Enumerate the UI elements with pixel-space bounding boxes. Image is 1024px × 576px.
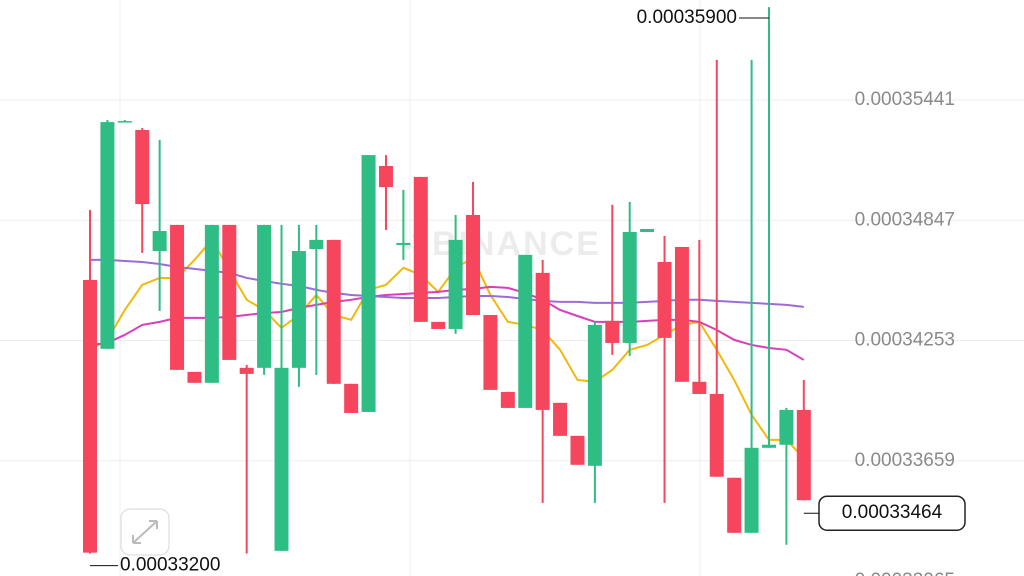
- high-price-label: 0.00035900: [637, 7, 737, 28]
- candle-body: [640, 228, 655, 232]
- candle-body: [657, 261, 672, 338]
- candle-body: [378, 166, 393, 188]
- candle-body: [117, 121, 132, 123]
- candle-body: [587, 324, 602, 466]
- candle-body: [344, 383, 359, 413]
- candle-body: [535, 272, 550, 410]
- low-price-label: 0.00033200: [120, 555, 220, 576]
- last-price-box: [818, 495, 966, 531]
- candle-body: [135, 129, 150, 205]
- candle-body: [518, 254, 533, 408]
- candle-body: [274, 367, 289, 551]
- y-tick-label: 0.00034253: [855, 330, 955, 351]
- candles: [83, 7, 811, 554]
- candle-body: [692, 381, 707, 394]
- candle-body: [187, 371, 202, 383]
- candle-body: [761, 444, 776, 448]
- candle-body: [448, 239, 463, 329]
- candle-body: [431, 321, 446, 329]
- candle-body: [466, 214, 481, 315]
- expand-button[interactable]: [120, 508, 170, 556]
- candle-body: [779, 409, 794, 445]
- candle-body: [622, 231, 637, 343]
- candle-body: [396, 242, 411, 245]
- candle-body: [674, 246, 689, 382]
- candle-body: [500, 391, 515, 408]
- candle-body: [570, 435, 585, 465]
- watermark-group: BINANCE: [404, 225, 599, 263]
- candle-body: [326, 239, 341, 384]
- last-price-label: 0.00033464: [842, 502, 943, 523]
- candle-body: [204, 224, 219, 383]
- candle-body: [709, 393, 724, 477]
- candle-body: [257, 224, 272, 368]
- candle-body: [796, 409, 811, 501]
- candle-body: [744, 447, 759, 533]
- candle-body: [291, 251, 306, 368]
- candle-body: [483, 314, 498, 390]
- candle-body: [727, 477, 742, 533]
- candle-body: [170, 224, 185, 370]
- candle-body: [309, 239, 324, 250]
- candle-body: [152, 230, 167, 252]
- candle-body: [100, 122, 115, 349]
- y-tick-label: 0.00034847: [855, 209, 955, 230]
- candle-body: [239, 367, 254, 374]
- candle-body: [83, 279, 97, 553]
- expand-icon: [132, 520, 158, 544]
- candle-body: [361, 155, 376, 412]
- y-tick-label: 0.00033659: [855, 450, 955, 471]
- y-tick-label: 0.00035441: [855, 89, 955, 110]
- candle-body: [605, 320, 620, 343]
- candle-body: [413, 176, 428, 322]
- y-tick-label: 0.00033065: [855, 570, 955, 576]
- candle-body: [222, 224, 237, 360]
- candle-body: [553, 402, 568, 436]
- labels: 0.00035441 0.00034847 0.00034253 0.00033659…: [90, 7, 966, 576]
